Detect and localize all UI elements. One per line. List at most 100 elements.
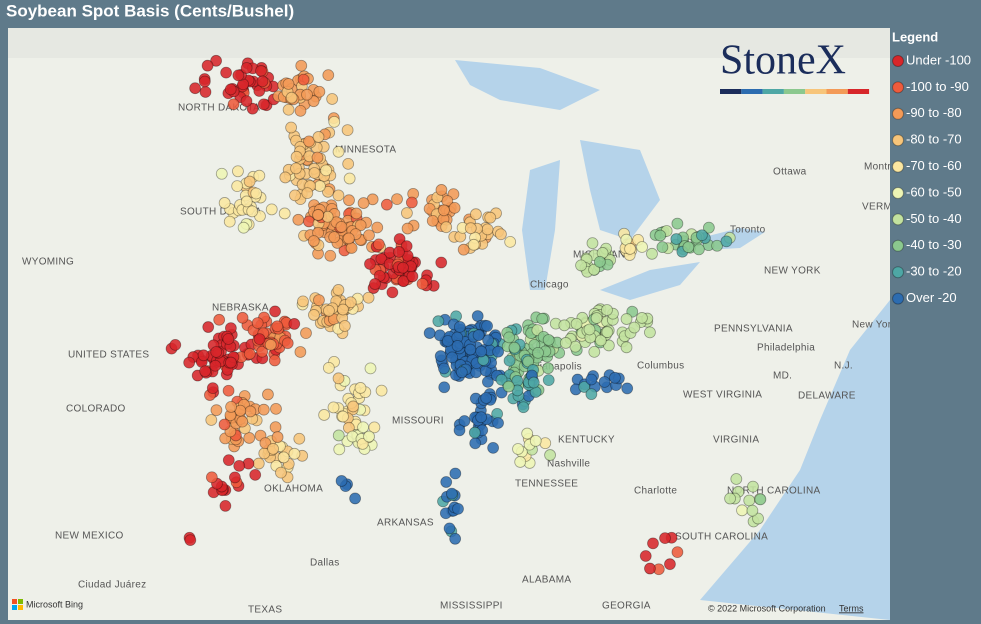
- basis-point: [246, 205, 259, 218]
- basis-point: [322, 69, 335, 82]
- legend-title: Legend: [892, 29, 938, 44]
- basis-point: [401, 222, 414, 235]
- basis-point: [664, 558, 676, 571]
- basis-point: [277, 451, 290, 464]
- basis-point: [656, 241, 669, 254]
- basis-point: [593, 255, 606, 268]
- terms-link[interactable]: Terms: [839, 603, 864, 613]
- basis-point: [314, 180, 326, 192]
- basis-point: [532, 346, 544, 359]
- basis-point: [423, 327, 436, 339]
- basis-point: [335, 221, 348, 233]
- basis-point: [255, 65, 267, 77]
- basis-point: [670, 233, 683, 245]
- basis-point: [529, 435, 542, 447]
- basis-point: [601, 326, 614, 338]
- place-label: VIRGINIA: [713, 435, 759, 446]
- basis-point: [282, 103, 295, 116]
- basis-point: [542, 334, 555, 346]
- legend-label[interactable]: -60 to -50: [906, 184, 962, 199]
- basis-point: [197, 349, 210, 362]
- basis-point: [363, 430, 375, 443]
- basis-point: [475, 411, 488, 424]
- basis-point: [332, 372, 345, 385]
- place-label: Ottawa: [773, 167, 807, 178]
- basis-point: [213, 313, 226, 326]
- legend-marker: [892, 55, 904, 67]
- basis-point: [243, 347, 256, 360]
- legend-label[interactable]: Under -100: [906, 52, 971, 67]
- place-label: SOUTH CAROLINA: [675, 532, 768, 543]
- basis-point: [297, 73, 310, 86]
- place-label: SOUTH DAKOTA: [180, 207, 262, 218]
- place-label: UNITED STATES: [68, 350, 149, 361]
- basis-point: [210, 54, 223, 67]
- legend-label[interactable]: -90 to -80: [906, 105, 962, 120]
- legend-label[interactable]: -40 to -30: [906, 237, 962, 252]
- basis-point: [487, 441, 500, 454]
- basis-point: [201, 59, 214, 72]
- basis-point: [332, 145, 345, 158]
- basis-point: [446, 351, 459, 364]
- basis-point: [206, 382, 219, 395]
- basis-point: [449, 467, 462, 480]
- legend-label[interactable]: -80 to -70: [906, 132, 962, 147]
- basis-point: [259, 437, 272, 450]
- basis-point: [312, 209, 324, 221]
- basis-point: [290, 162, 302, 175]
- legend-marker: [892, 160, 904, 173]
- basis-point: [183, 356, 196, 369]
- basis-point: [285, 91, 298, 104]
- basis-point: [219, 499, 232, 512]
- basis-point: [583, 323, 596, 336]
- basis-point: [210, 404, 223, 417]
- basis-point: [222, 333, 235, 345]
- basis-point: [222, 454, 235, 467]
- legend-label[interactable]: Over -20: [906, 290, 957, 305]
- logo-bar: [826, 89, 848, 94]
- place-label: MINNESOTA: [335, 145, 396, 156]
- place-label: Charlotte: [634, 486, 677, 497]
- basis-point: [332, 429, 345, 442]
- legend-marker: [892, 266, 904, 279]
- basis-point: [224, 83, 237, 96]
- basis-point: [253, 333, 266, 346]
- basis-point: [469, 437, 482, 450]
- basis-point: [271, 320, 284, 333]
- basis-point: [290, 150, 303, 163]
- basis-point: [354, 382, 367, 394]
- basis-point: [449, 532, 462, 545]
- basis-point: [558, 319, 571, 332]
- basis-point: [227, 98, 240, 111]
- place-label: NORTH CAROLINA: [727, 486, 821, 497]
- basis-point: [199, 86, 212, 98]
- basis-point: [671, 546, 684, 559]
- legend-label[interactable]: -50 to -40: [906, 211, 962, 226]
- legend-label[interactable]: -30 to -20: [906, 264, 962, 279]
- basis-point: [342, 232, 355, 245]
- basis-point: [644, 326, 656, 339]
- basis-point: [262, 388, 274, 401]
- place-label: Philadelphia: [757, 343, 815, 354]
- basis-point: [342, 157, 355, 170]
- basis-point: [590, 312, 603, 324]
- basis-point: [223, 215, 236, 228]
- basis-point: [647, 537, 659, 550]
- basis-point: [354, 219, 367, 232]
- legend-label[interactable]: -70 to -60: [906, 158, 962, 173]
- basis-point: [313, 85, 326, 98]
- legend-marker: [892, 81, 904, 94]
- basis-point: [344, 296, 357, 309]
- basis-point: [252, 457, 265, 470]
- basis-point: [393, 233, 406, 245]
- place-label: New York: [852, 320, 897, 331]
- place-label: DELAWARE: [798, 391, 856, 402]
- lake-michigan: [522, 160, 560, 290]
- basis-point: [464, 343, 477, 356]
- legend-label[interactable]: -100 to -90: [906, 79, 969, 94]
- basis-point: [481, 223, 494, 236]
- logo-bar: [805, 89, 827, 94]
- basis-point: [692, 243, 705, 256]
- basis-point: [452, 502, 464, 515]
